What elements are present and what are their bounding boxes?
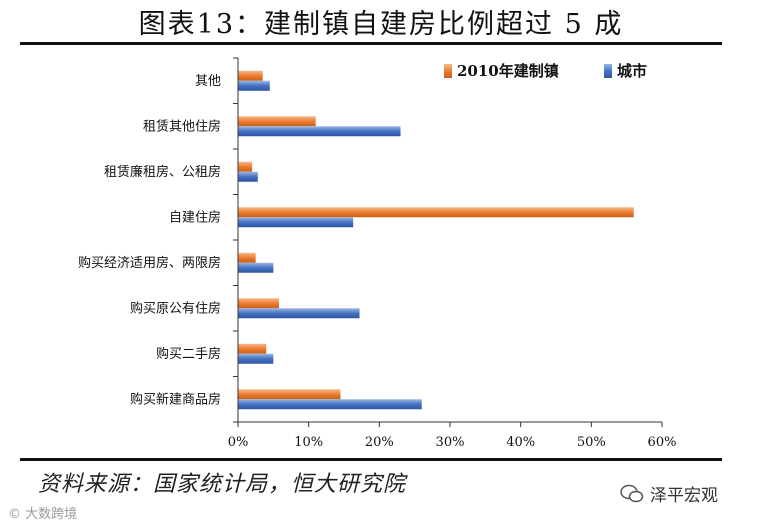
bar-city <box>238 126 401 137</box>
category-label: 购买新建商品房 <box>130 391 221 407</box>
bar-city <box>238 171 258 182</box>
x-tick-label: 60% <box>648 435 677 450</box>
bar-city <box>238 80 270 91</box>
bar-town <box>238 298 279 309</box>
category-label: 购买经济适用房、两限房 <box>78 255 221 271</box>
category-label: 其他 <box>195 74 221 89</box>
bar-city <box>238 353 274 364</box>
category-label: 购买原公有住房 <box>130 300 221 316</box>
title-rule <box>20 42 722 45</box>
x-tick-label: 30% <box>436 435 465 450</box>
watermark-text: 大数跨境 <box>25 507 78 522</box>
bar-town <box>238 207 634 218</box>
legend-swatch-town <box>444 64 452 78</box>
source-rule <box>20 458 722 461</box>
x-tick-label: 40% <box>506 435 535 450</box>
bar-town <box>238 389 341 400</box>
bar-city <box>238 399 422 410</box>
wechat-name: 泽平宏观 <box>650 486 718 506</box>
bar-town <box>238 343 267 354</box>
x-tick-label: 10% <box>294 435 323 450</box>
legend-label-town: 2010年建制镇 <box>457 62 559 80</box>
bar-city <box>238 308 360 319</box>
bar-town <box>238 116 316 127</box>
bar-town <box>238 252 256 263</box>
source-note: 资料来源：国家统计局，恒大研究院 <box>38 472 407 497</box>
wechat-account: 泽平宏观 <box>620 481 718 506</box>
chart-title: 图表13：建制镇自建房比例超过 5 成 <box>138 9 624 40</box>
bar-city <box>238 217 354 228</box>
category-label: 自建住房 <box>169 209 221 225</box>
watermark-icon: © <box>8 507 21 522</box>
bar-city <box>238 262 274 273</box>
x-tick-label: 50% <box>577 435 606 450</box>
x-tick-label: 20% <box>365 435 394 450</box>
legend-swatch-city <box>604 64 612 78</box>
watermark: © 大数跨境 <box>8 503 77 522</box>
legend-label-city: 城市 <box>617 62 647 80</box>
category-label: 租赁其他住房 <box>143 118 221 134</box>
bar-town <box>238 70 263 81</box>
wechat-icon <box>620 484 644 502</box>
category-label: 购买二手房 <box>156 346 221 362</box>
x-tick-label: 0% <box>228 435 249 450</box>
category-label: 租赁廉租房、公租房 <box>104 164 221 180</box>
bar-town <box>238 161 253 172</box>
